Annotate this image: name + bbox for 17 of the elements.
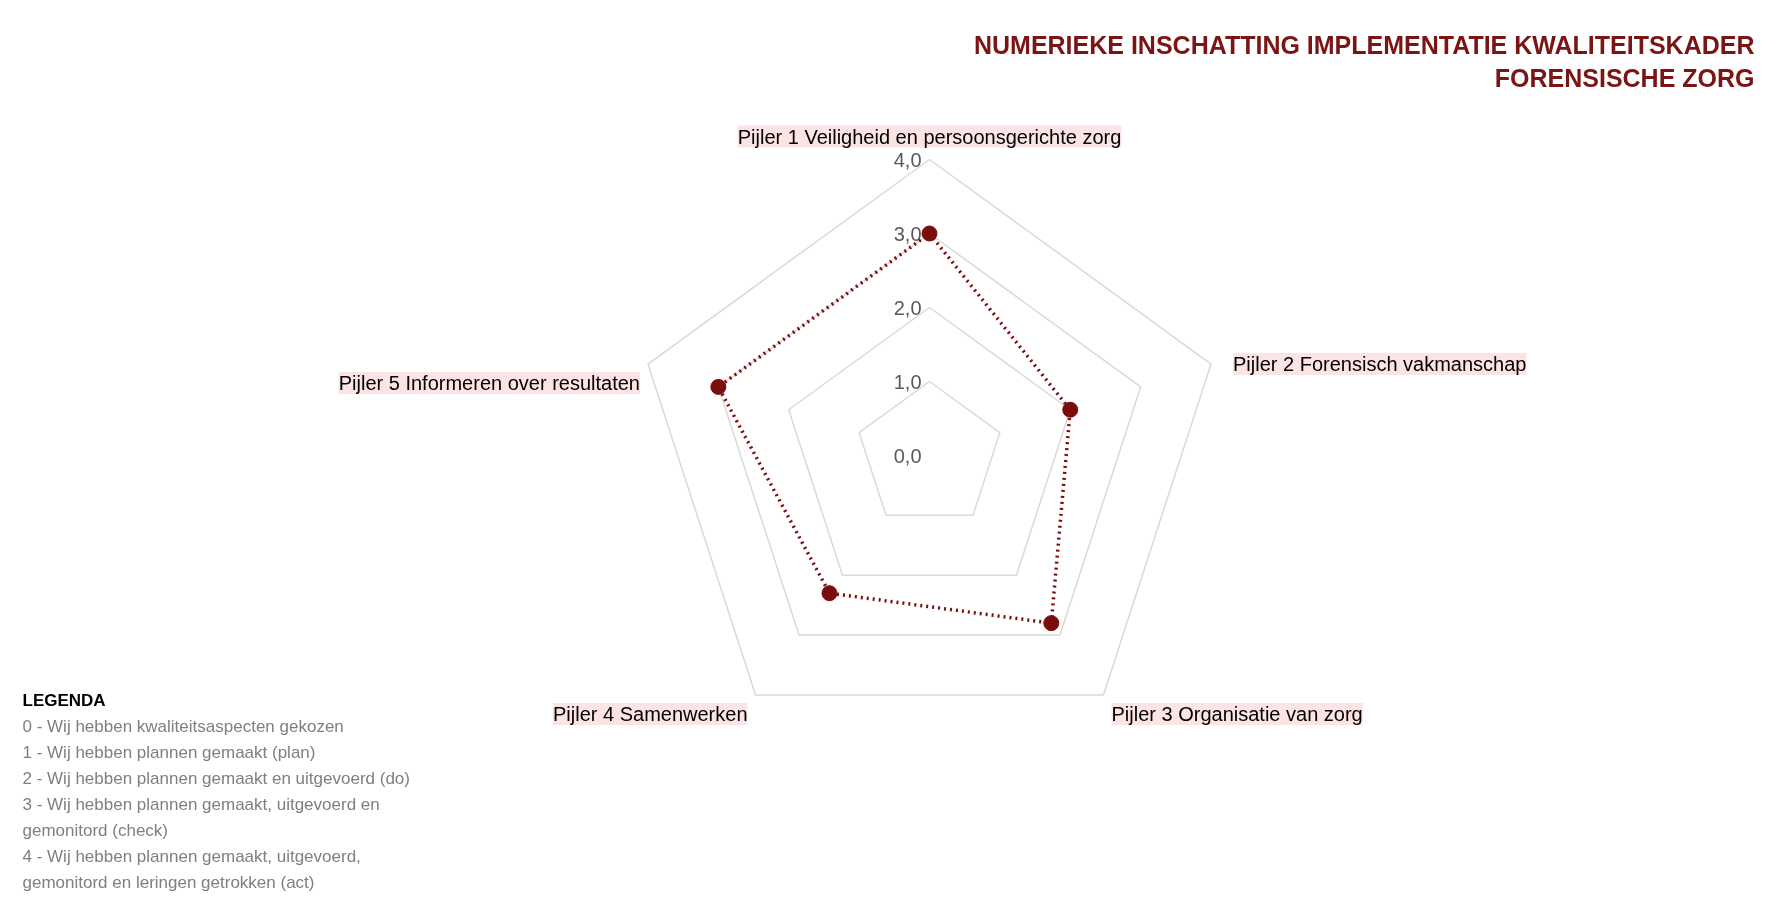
spoke-label: Pijler 5 Informeren over resultaten <box>338 372 640 395</box>
text: LEGENDA <box>22 691 106 710</box>
chart-title: NUMERIEKE INSCHATTING IMPLEMENTATIE KWALITEITSKADER FORENSISCHE ZORG <box>973 30 1755 93</box>
text: 3 - Wij hebben plannen gemaakt, uitgevoerd en gemonitord (check) <box>22 795 380 840</box>
spoke-label: Pijler 2 Forensisch vakmanschap <box>1233 353 1527 376</box>
text: 4 - Wij hebben plannen gemaakt, uitgevoerd, gemonitord en leringen getrokken (act) <box>22 847 361 892</box>
text: 0 - Wij hebben kwaliteitsaspecten gekozen <box>22 717 344 736</box>
text: 1 - Wij hebben plannen gemaakt (plan) <box>22 743 316 762</box>
text: 2 - Wij hebben plannen gemaakt en uitgevoerd (do) <box>22 769 410 788</box>
y-tick-label: 3,0 <box>893 222 922 245</box>
spoke-label: Pijler 4 Samenwerken <box>552 702 748 725</box>
y-tick-label: 0,0 <box>893 444 922 467</box>
y-tick-label: 1,0 <box>893 370 922 393</box>
spoke-label: Pijler 3 Organisatie van zorg <box>1111 702 1363 725</box>
y-tick-label: 4,0 <box>893 148 922 171</box>
spoke-label: Pijler 1 Veiligheid en persoonsgerichte zorg <box>737 125 1122 148</box>
y-tick-label: 2,0 <box>893 296 922 319</box>
